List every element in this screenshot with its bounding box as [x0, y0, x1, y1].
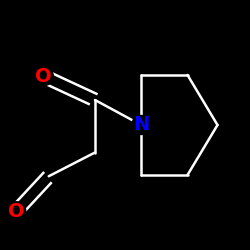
Circle shape: [7, 202, 26, 221]
Text: N: N: [133, 116, 150, 134]
Circle shape: [132, 116, 151, 134]
Text: O: O: [8, 202, 24, 221]
Text: O: O: [36, 67, 52, 86]
Circle shape: [34, 67, 53, 86]
